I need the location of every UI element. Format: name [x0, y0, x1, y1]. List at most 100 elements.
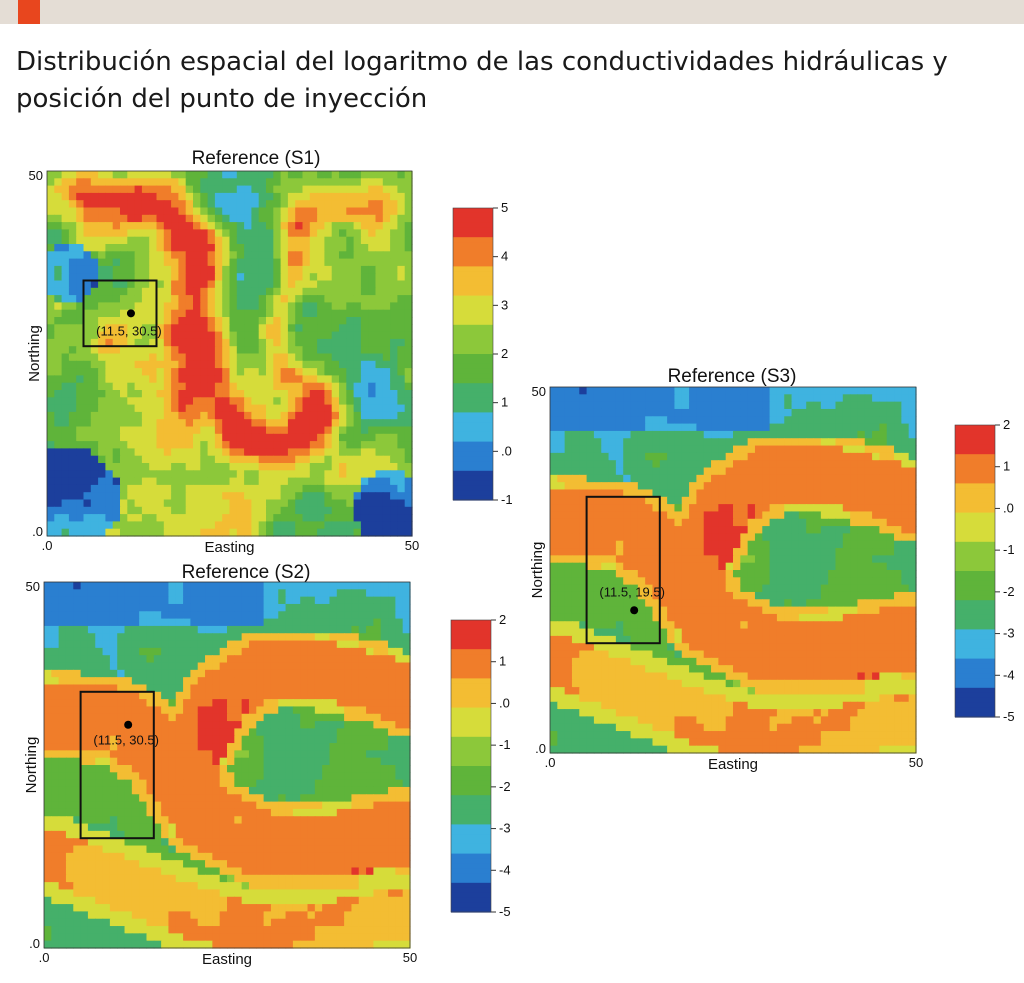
- heatmap-cell: [61, 419, 70, 428]
- heatmap-cell: [98, 477, 106, 486]
- heatmap-cell: [51, 896, 60, 905]
- heatmap-cell: [324, 324, 333, 333]
- heatmap-cell: [395, 713, 404, 722]
- heatmap-cell: [212, 677, 221, 686]
- heatmap-cell: [193, 441, 201, 449]
- heatmap-cell: [171, 244, 179, 252]
- heatmap-cell: [131, 889, 140, 898]
- heatmap-cell: [258, 411, 267, 420]
- heatmap-cell: [139, 801, 148, 810]
- heatmap-cell: [153, 911, 162, 920]
- heatmap-cell: [124, 860, 133, 869]
- heatmap-cell: [346, 492, 355, 501]
- heatmap-cell: [65, 852, 74, 861]
- heatmap-cell: [153, 662, 162, 671]
- heatmap-cell: [102, 889, 111, 898]
- heatmap-cell: [76, 222, 85, 230]
- heatmap-cell: [117, 684, 126, 693]
- heatmap-cell: [273, 192, 282, 201]
- heatmap-cell: [404, 411, 413, 420]
- heatmap-cell: [402, 911, 411, 920]
- heatmap-cell: [109, 911, 118, 920]
- heatmap-cell: [112, 382, 121, 391]
- heatmap-cell: [287, 382, 296, 391]
- heatmap-cell: [368, 514, 377, 522]
- heatmap-cell: [214, 222, 223, 230]
- heatmap-cell: [360, 470, 369, 479]
- heatmap-cell: [358, 860, 367, 869]
- heatmap-cell: [273, 390, 282, 398]
- heatmap-cell: [47, 244, 55, 252]
- heatmap-cell: [339, 455, 347, 464]
- heatmap-cell: [244, 426, 252, 435]
- heatmap-cell: [295, 200, 304, 209]
- heatmap-cell: [307, 838, 316, 847]
- heatmap-cell: [258, 280, 267, 289]
- heatmap-cell: [346, 346, 355, 355]
- heatmap-cell: [68, 338, 77, 347]
- heatmap-cell: [368, 397, 377, 406]
- heatmap-cell: [300, 830, 309, 839]
- heatmap-cell: [54, 287, 63, 296]
- heatmap-cell: [287, 178, 296, 187]
- heatmap-cell: [127, 506, 136, 515]
- heatmap-cell: [380, 647, 389, 656]
- heatmap-cell: [263, 845, 272, 854]
- heatmap-cell: [241, 786, 250, 795]
- heatmap-cell: [131, 765, 140, 773]
- heatmap-cell: [375, 236, 384, 245]
- heatmap-cell: [346, 353, 355, 362]
- heatmap-cell: [200, 506, 209, 515]
- heatmap-cell: [109, 618, 118, 627]
- colorbar-segment: [453, 222, 493, 229]
- heatmap-cell: [380, 794, 389, 803]
- heatmap-cell: [256, 838, 265, 847]
- heatmap-cell: [380, 618, 389, 627]
- heatmap-cell: [193, 506, 201, 515]
- heatmap-cell: [141, 382, 150, 391]
- heatmap-cell: [109, 757, 118, 766]
- heatmap-cell: [324, 470, 333, 479]
- heatmap-cell: [256, 669, 265, 678]
- heatmap-cell: [90, 419, 99, 428]
- heatmap-cell: [134, 521, 143, 530]
- heatmap-cell: [270, 618, 279, 627]
- heatmap-cell: [185, 273, 194, 282]
- colorbar-segment: [453, 427, 493, 433]
- heatmap-cell: [127, 178, 136, 187]
- heatmap-cell: [270, 882, 279, 891]
- heatmap-cell: [244, 441, 252, 449]
- heatmap-cell: [322, 728, 331, 737]
- heatmap-cell: [207, 514, 216, 522]
- heatmap-cell: [175, 603, 184, 612]
- heatmap-cell: [207, 528, 216, 537]
- heatmap-cell: [336, 633, 345, 642]
- heatmap-cell: [346, 419, 355, 428]
- heatmap-cell: [295, 229, 304, 238]
- heatmap-cell: [190, 757, 199, 766]
- heatmap-cell: [105, 390, 114, 398]
- heatmap-cell: [61, 375, 70, 384]
- heatmap-cell: [251, 382, 260, 391]
- heatmap-cell: [102, 765, 111, 773]
- heatmap-cell: [353, 222, 362, 230]
- heatmap-cell: [168, 808, 177, 817]
- heatmap-cell: [127, 236, 136, 245]
- heatmap-cell: [404, 309, 413, 318]
- heatmap-cell: [98, 448, 106, 457]
- heatmap-cell: [87, 721, 96, 729]
- heatmap-cell: [51, 830, 60, 839]
- heatmap-cell: [61, 441, 70, 449]
- colorbar-segment: [453, 392, 493, 399]
- heatmap-cell: [83, 528, 92, 537]
- heatmap-cell: [102, 786, 111, 795]
- heatmap-cell: [98, 397, 106, 406]
- heatmap-cell: [248, 633, 257, 642]
- heatmap-cell: [98, 331, 106, 340]
- heatmap-cell: [117, 765, 126, 773]
- heatmap-cell: [183, 830, 191, 839]
- heatmap-cell: [83, 324, 92, 333]
- heatmap-cell: [222, 185, 231, 194]
- heatmap-cell: [353, 324, 362, 333]
- heatmap-cell: [302, 236, 311, 245]
